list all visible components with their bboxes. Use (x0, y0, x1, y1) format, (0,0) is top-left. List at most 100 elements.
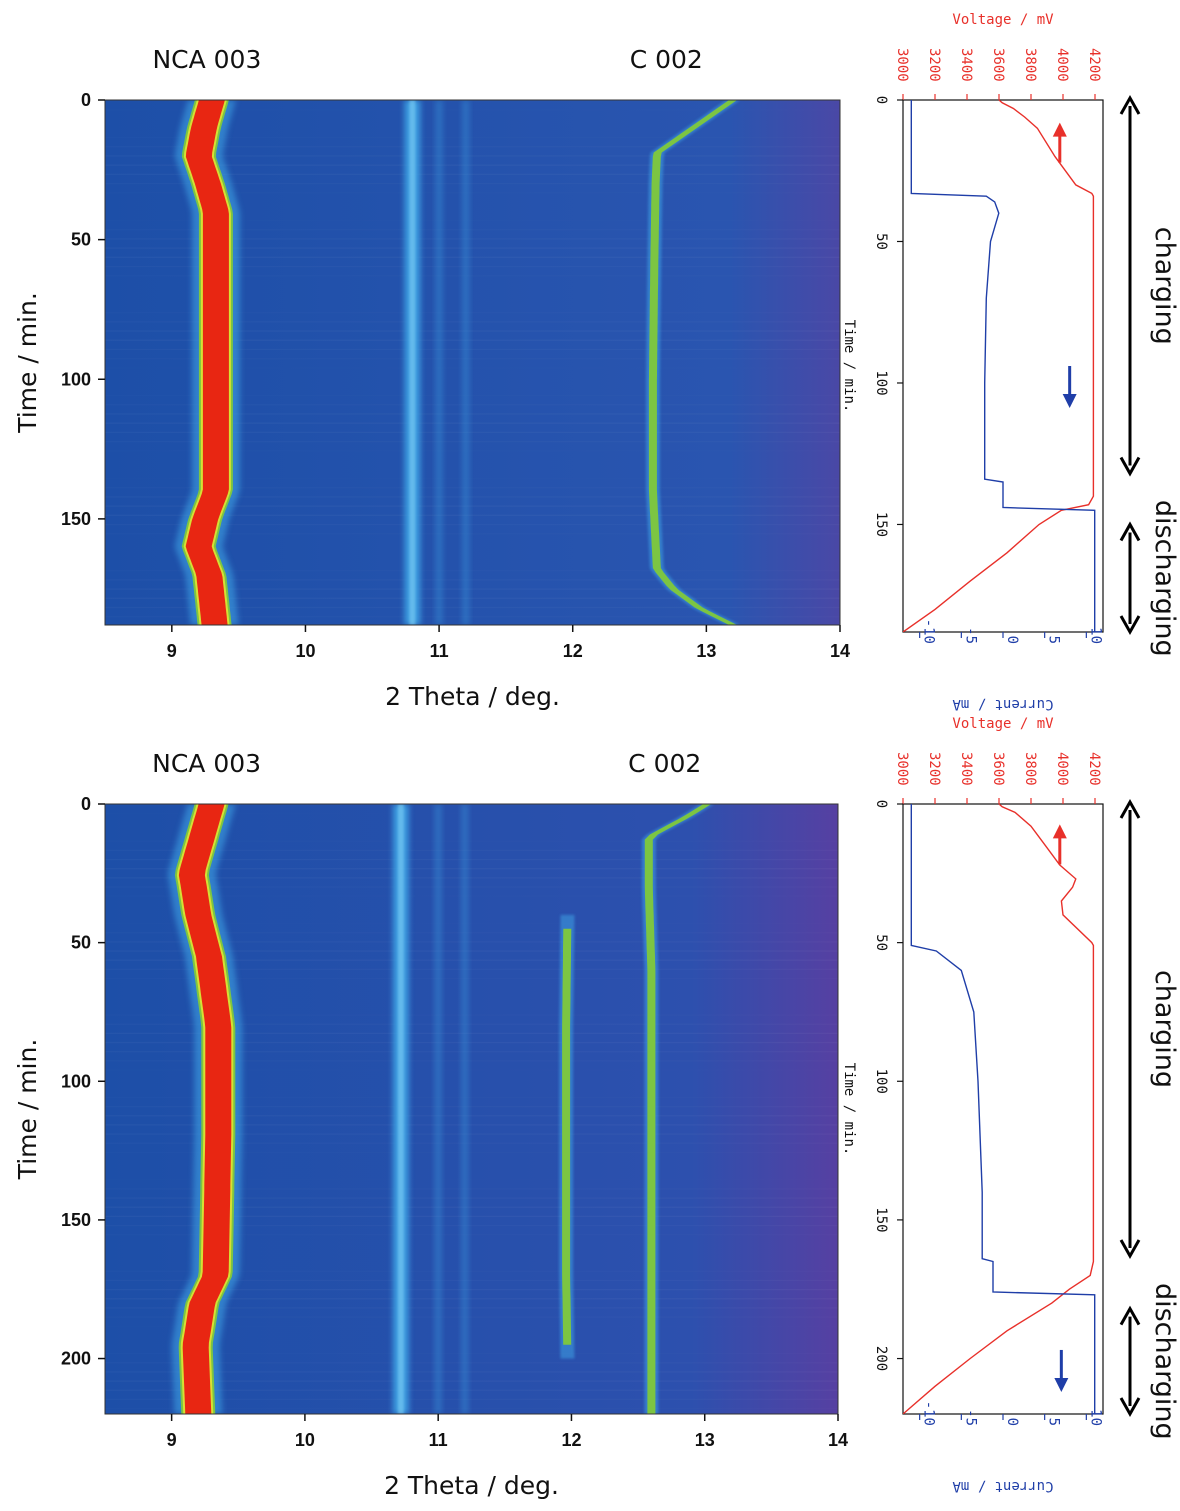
phase-label: discharging (1149, 500, 1180, 657)
voltage-tick-label: 4000 (1054, 752, 1070, 786)
current-line (910, 100, 1096, 632)
time-tick-label: 0 (873, 800, 889, 808)
voltage-line (903, 100, 1095, 632)
voltage-tick-label: 3200 (926, 752, 942, 786)
echem-lines (903, 100, 1096, 632)
phase-arrow-head-top (1119, 94, 1141, 115)
voltage-tick-label: 3400 (958, 48, 974, 82)
y-tick-label: 200 (61, 1349, 91, 1369)
current-tick-label: 5 (1046, 636, 1062, 644)
x-tick-label: 12 (563, 641, 583, 661)
x-axis-label: 2 Theta / deg. (385, 682, 560, 711)
phase-label: discharging (1149, 1283, 1180, 1440)
y-tick-label: 150 (61, 1210, 91, 1230)
current-tick-label: -5 (962, 1409, 978, 1426)
current-arrow-head (1062, 394, 1077, 408)
phase-arrow-head-bottom (1119, 1239, 1141, 1260)
phase-arrow-head-bottom (1119, 456, 1141, 477)
current-tick-label: -5 (962, 627, 978, 644)
peak-label: C 002 (630, 45, 703, 74)
current-axis-label: Current / mA (952, 1478, 1054, 1494)
time-tick-label: 50 (873, 934, 889, 951)
y-tick-label: 0 (81, 90, 91, 110)
x-tick-label: 10 (295, 641, 315, 661)
striation (105, 1380, 838, 1382)
c-002-peak (644, 804, 712, 1414)
peak-label: NCA 003 (152, 45, 261, 74)
x-tick-label: 14 (830, 641, 850, 661)
background-band (434, 804, 442, 1414)
voltage-arrow-head (1052, 824, 1067, 839)
time-tick-label: 100 (873, 370, 889, 395)
voltage-tick-label: 3400 (958, 752, 974, 786)
x-tick-label: 13 (696, 641, 716, 661)
striation (105, 422, 840, 424)
x-tick-label: 10 (295, 1430, 315, 1450)
background-band-core (397, 804, 404, 1414)
plot-frame (104, 99, 841, 626)
voltage-tick-label: 4200 (1086, 752, 1102, 786)
voltage-tick-label: 3600 (990, 752, 1006, 786)
current-tick-label: 0 (1004, 636, 1020, 644)
current-tick-label: 10 (1087, 627, 1103, 644)
extra-peak (562, 928, 572, 1345)
current-arrow-head (1054, 1377, 1069, 1392)
time-tick-label: 0 (873, 96, 889, 104)
time-tick-label: 100 (873, 1069, 889, 1094)
time-axis-label: Time / min. (841, 1063, 857, 1156)
striation (105, 164, 840, 166)
background-band (461, 804, 469, 1414)
x-tick-label: 11 (430, 641, 449, 661)
striation (105, 868, 838, 870)
heatmap-content (105, 100, 840, 625)
y-tick-label: 50 (71, 230, 91, 250)
current-tick-label: -10 (921, 619, 937, 644)
current-tick-label: 0 (1004, 1418, 1020, 1426)
x-tick-label: 11 (429, 1430, 448, 1450)
y-axis-label: Time / min. (13, 1039, 42, 1181)
voltage-tick-label: 4200 (1086, 48, 1102, 82)
voltage-line (903, 804, 1095, 1414)
nca-003-peak (178, 804, 232, 1414)
y-tick-label: 0 (81, 794, 91, 814)
background-band-core (409, 100, 416, 625)
phase-arrow-head-bottom (1119, 1397, 1141, 1418)
heatmap-content (105, 804, 838, 1414)
voltage-tick-label: 3000 (894, 752, 910, 786)
voltage-tick-label: 4000 (1054, 48, 1070, 82)
time-tick-label: 200 (873, 1346, 889, 1371)
background-band (435, 100, 443, 625)
time-tick-label: 150 (873, 512, 889, 537)
phase-arrow-head-bottom (1119, 615, 1141, 636)
heatmap-panel-bottom-left: 9 10 11 12 13 14 0 50 100 150 200 2 Theta / deg. Tim… (13, 749, 848, 1500)
current-tick-label: -10 (921, 1401, 937, 1426)
current-tick-label: 10 (1087, 1409, 1103, 1426)
echem-panel-top-right: Voltage / mV 3000 3200 3400 3600 3800 4000 4200… (841, 12, 1180, 712)
x-tick-label: 13 (695, 1430, 715, 1450)
y-tick-label: 50 (71, 933, 91, 953)
x-tick-label: 9 (167, 1430, 177, 1450)
echem-frame (902, 803, 1104, 1415)
time-tick-label: 50 (873, 233, 889, 250)
phase-arrow-head-top (1119, 1305, 1141, 1326)
time-axis-label: Time / min. (841, 320, 857, 413)
y-tick-label: 150 (61, 509, 91, 529)
y-tick-label: 100 (61, 1071, 91, 1091)
c-002-peak (648, 100, 738, 625)
x-tick-label: 12 (561, 1430, 581, 1450)
phase-arrow-head-top (1119, 798, 1141, 819)
peak-label: NCA 003 (152, 749, 261, 778)
phase-label: charging (1149, 970, 1180, 1088)
x-tick-label: 14 (828, 1430, 848, 1450)
background-band (462, 100, 470, 625)
x-tick-label: 9 (167, 641, 177, 661)
phase-label: charging (1149, 227, 1180, 345)
phase-arrow-head-top (1119, 521, 1141, 542)
current-axis-label: Current / mA (952, 696, 1054, 712)
echem-frame (902, 99, 1104, 633)
y-tick-label: 100 (61, 369, 91, 389)
heatmap-panel-top-left: 9 10 11 12 13 14 0 50 100 150 2 Theta / deg. Time /… (13, 45, 850, 711)
voltage-tick-label: 3200 (926, 48, 942, 82)
